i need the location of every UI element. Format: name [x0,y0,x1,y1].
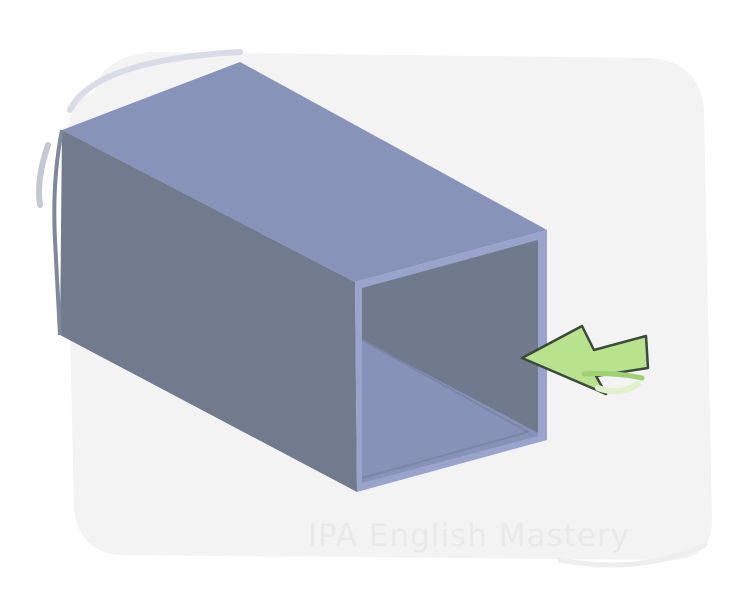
backdrop-stroke-bottom [557,542,708,568]
tube-top-face [62,62,547,282]
backdrop-stroke-left [36,142,51,208]
backdrop-stroke-top [67,49,243,113]
green-arrow-icon [520,324,650,396]
tube-side-face [60,130,357,492]
tube-inner-edge [361,339,531,479]
tube-inner-wall [362,240,538,433]
tube-left-edge [52,129,64,336]
tube-inner-floor [362,340,538,483]
watermark-text: IPA English Mastery [308,518,630,554]
